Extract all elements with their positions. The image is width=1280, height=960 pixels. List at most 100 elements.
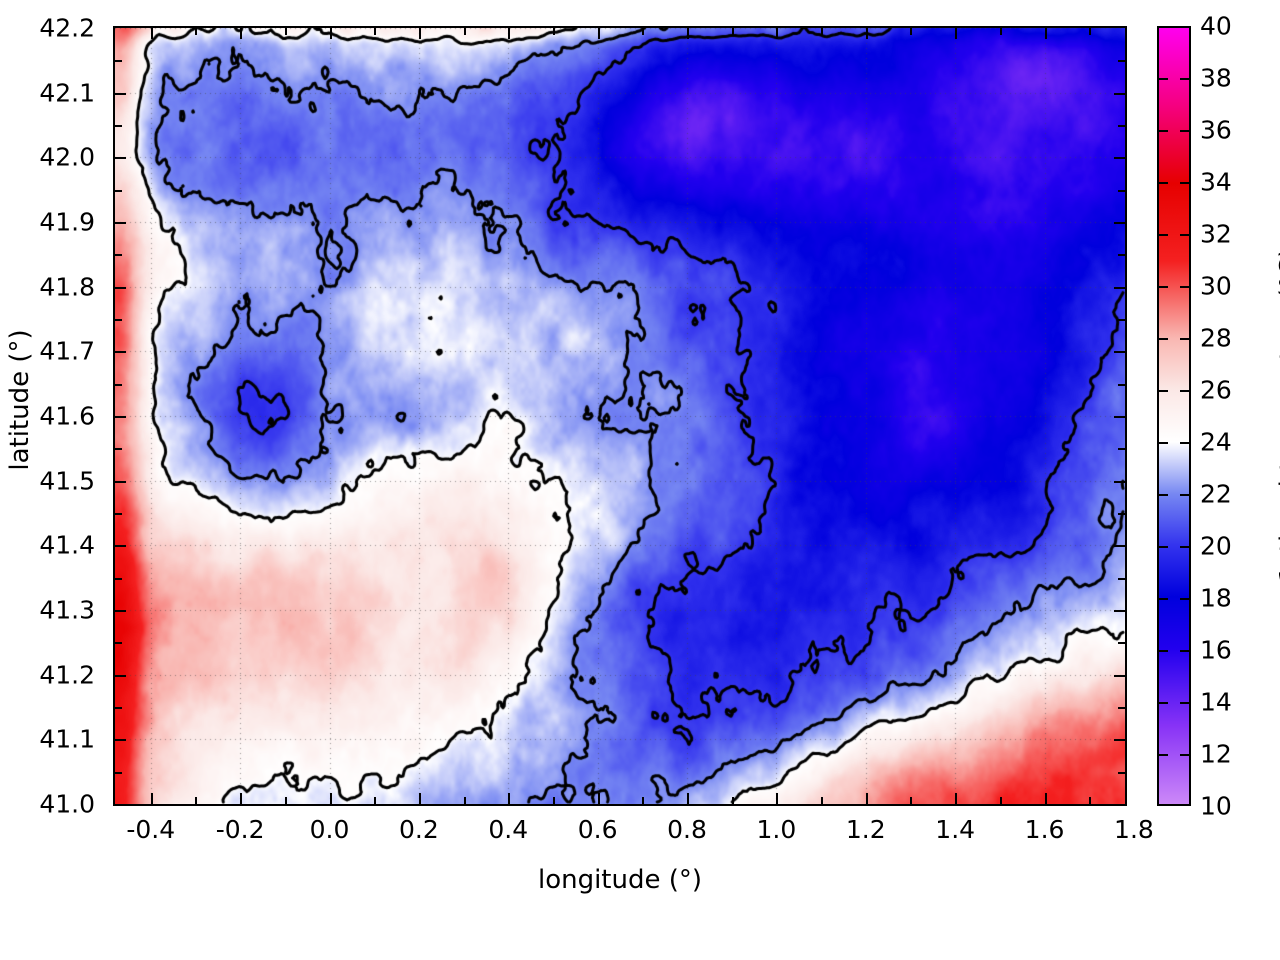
- colorbar-tick: [1180, 494, 1189, 496]
- y-tick-label: 41.2: [39, 660, 95, 690]
- x-tick-minor-bottom: [1089, 797, 1092, 804]
- y-tick-label: 41.6: [39, 401, 95, 431]
- y-tick-major-left: [115, 674, 126, 677]
- colorbar-tick: [1180, 390, 1189, 392]
- x-tick-label: 0.4: [488, 815, 529, 844]
- y-tick-minor-left: [115, 707, 122, 709]
- y-tick-label: 42.2: [39, 13, 95, 43]
- colorbar-tick-label: 26: [1200, 375, 1232, 405]
- colorbar-tick: [1180, 286, 1189, 288]
- y-tick-minor-right: [1118, 448, 1125, 451]
- colorbar-wrap: [1157, 26, 1191, 806]
- y-tick-minor-left: [115, 189, 122, 192]
- colorbar-tick: [1159, 494, 1168, 496]
- colorbar-tick: [1159, 130, 1168, 132]
- x-tick-major-top: [508, 28, 511, 39]
- x-tick-minor-bottom: [195, 797, 198, 804]
- colorbar-tick-label: 16: [1200, 635, 1232, 665]
- y-tick-label: 41.3: [39, 595, 95, 625]
- y-tick-label: 41.9: [39, 207, 95, 237]
- x-tick-minor-bottom: [642, 797, 645, 804]
- colorbar-tick-label: 20: [1200, 531, 1232, 561]
- y-tick-major-left: [115, 92, 126, 95]
- y-tick-minor-left: [115, 642, 122, 645]
- x-tick-major-top: [865, 28, 868, 39]
- y-tick-major-left: [115, 157, 126, 160]
- y-tick-label: 41.8: [39, 272, 95, 302]
- y-tick-minor-right: [1118, 577, 1125, 580]
- y-tick-label: 41.5: [39, 466, 95, 496]
- y-tick-minor-right: [1118, 771, 1125, 774]
- x-tick-major-bottom: [150, 793, 153, 804]
- colorbar-tick: [1180, 650, 1189, 652]
- x-tick-label: 1.8: [1114, 815, 1154, 844]
- x-tick-minor-top: [374, 28, 377, 35]
- y-tick-minor-right: [1118, 642, 1125, 645]
- y-tick-major-right: [1114, 286, 1125, 289]
- x-tick-minor-top: [284, 28, 287, 35]
- colorbar-tick: [1180, 546, 1189, 548]
- x-tick-major-top: [1044, 28, 1047, 39]
- y-tick-label: 42.0: [39, 142, 95, 172]
- x-tick-label: 1.6: [1024, 815, 1065, 844]
- x-tick-major-top: [418, 28, 421, 39]
- y-tick-major-left: [115, 545, 126, 548]
- colorbar-tick: [1159, 338, 1168, 340]
- y-tick-major-left: [115, 480, 126, 483]
- y-tick-major-right: [1114, 480, 1125, 483]
- x-tick-minor-bottom: [821, 797, 824, 804]
- colorbar-tick: [1159, 286, 1168, 288]
- temperature-field-canvas: [115, 28, 1125, 804]
- colorbar: [1157, 26, 1191, 806]
- x-tick-minor-bottom: [552, 797, 555, 804]
- x-tick-minor-top: [910, 28, 913, 35]
- x-tick-minor-top: [463, 28, 466, 35]
- y-tick-minor-left: [115, 513, 122, 515]
- x-tick-minor-top: [821, 28, 824, 35]
- y-tick-minor-left: [115, 771, 122, 774]
- x-tick-label: 0.0: [309, 815, 350, 844]
- y-tick-minor-left: [115, 254, 122, 257]
- y-tick-major-right: [1114, 416, 1125, 418]
- x-tick-label: -0.2: [215, 815, 265, 844]
- x-tick-label: 1.0: [756, 815, 797, 844]
- colorbar-tick: [1159, 650, 1168, 652]
- y-tick-minor-right: [1118, 254, 1125, 257]
- colorbar-tick: [1180, 182, 1189, 184]
- y-tick-minor-right: [1118, 513, 1125, 515]
- x-tick-major-top: [687, 28, 690, 39]
- map-plot-area: [113, 26, 1127, 806]
- y-tick-major-left: [115, 739, 126, 742]
- x-tick-minor-bottom: [731, 797, 734, 804]
- colorbar-tick: [1180, 598, 1189, 600]
- y-tick-minor-right: [1118, 319, 1125, 321]
- colorbar-tick-label: 24: [1200, 427, 1232, 457]
- y-tick-minor-left: [115, 125, 122, 127]
- colorbar-tick: [1180, 130, 1189, 132]
- colorbar-tick-label: 34: [1200, 167, 1232, 197]
- x-tick-minor-bottom: [999, 797, 1002, 804]
- x-tick-major-top: [955, 28, 958, 39]
- x-tick-major-top: [150, 28, 153, 39]
- colorbar-title: 1stlevel-temperature (°C): [1275, 247, 1280, 583]
- x-tick-minor-bottom: [463, 797, 466, 804]
- y-tick-minor-left: [115, 60, 122, 63]
- y-tick-major-right: [1114, 610, 1125, 612]
- colorbar-tick: [1159, 182, 1168, 184]
- colorbar-tick: [1180, 234, 1189, 236]
- y-tick-minor-right: [1118, 60, 1125, 63]
- x-tick-major-bottom: [240, 793, 243, 804]
- x-tick-label: 1.2: [845, 815, 886, 844]
- y-tick-major-right: [1114, 674, 1125, 677]
- x-tick-minor-bottom: [374, 797, 377, 804]
- colorbar-tick: [1159, 390, 1168, 392]
- y-tick-minor-left: [115, 448, 122, 451]
- y-tick-minor-left: [115, 577, 122, 580]
- colorbar-tick: [1159, 546, 1168, 548]
- colorbar-tick: [1180, 78, 1189, 80]
- colorbar-tick: [1180, 442, 1189, 444]
- y-tick-major-right: [1114, 351, 1125, 354]
- x-tick-label: 0.8: [667, 815, 707, 844]
- x-tick-label: -0.4: [126, 815, 176, 844]
